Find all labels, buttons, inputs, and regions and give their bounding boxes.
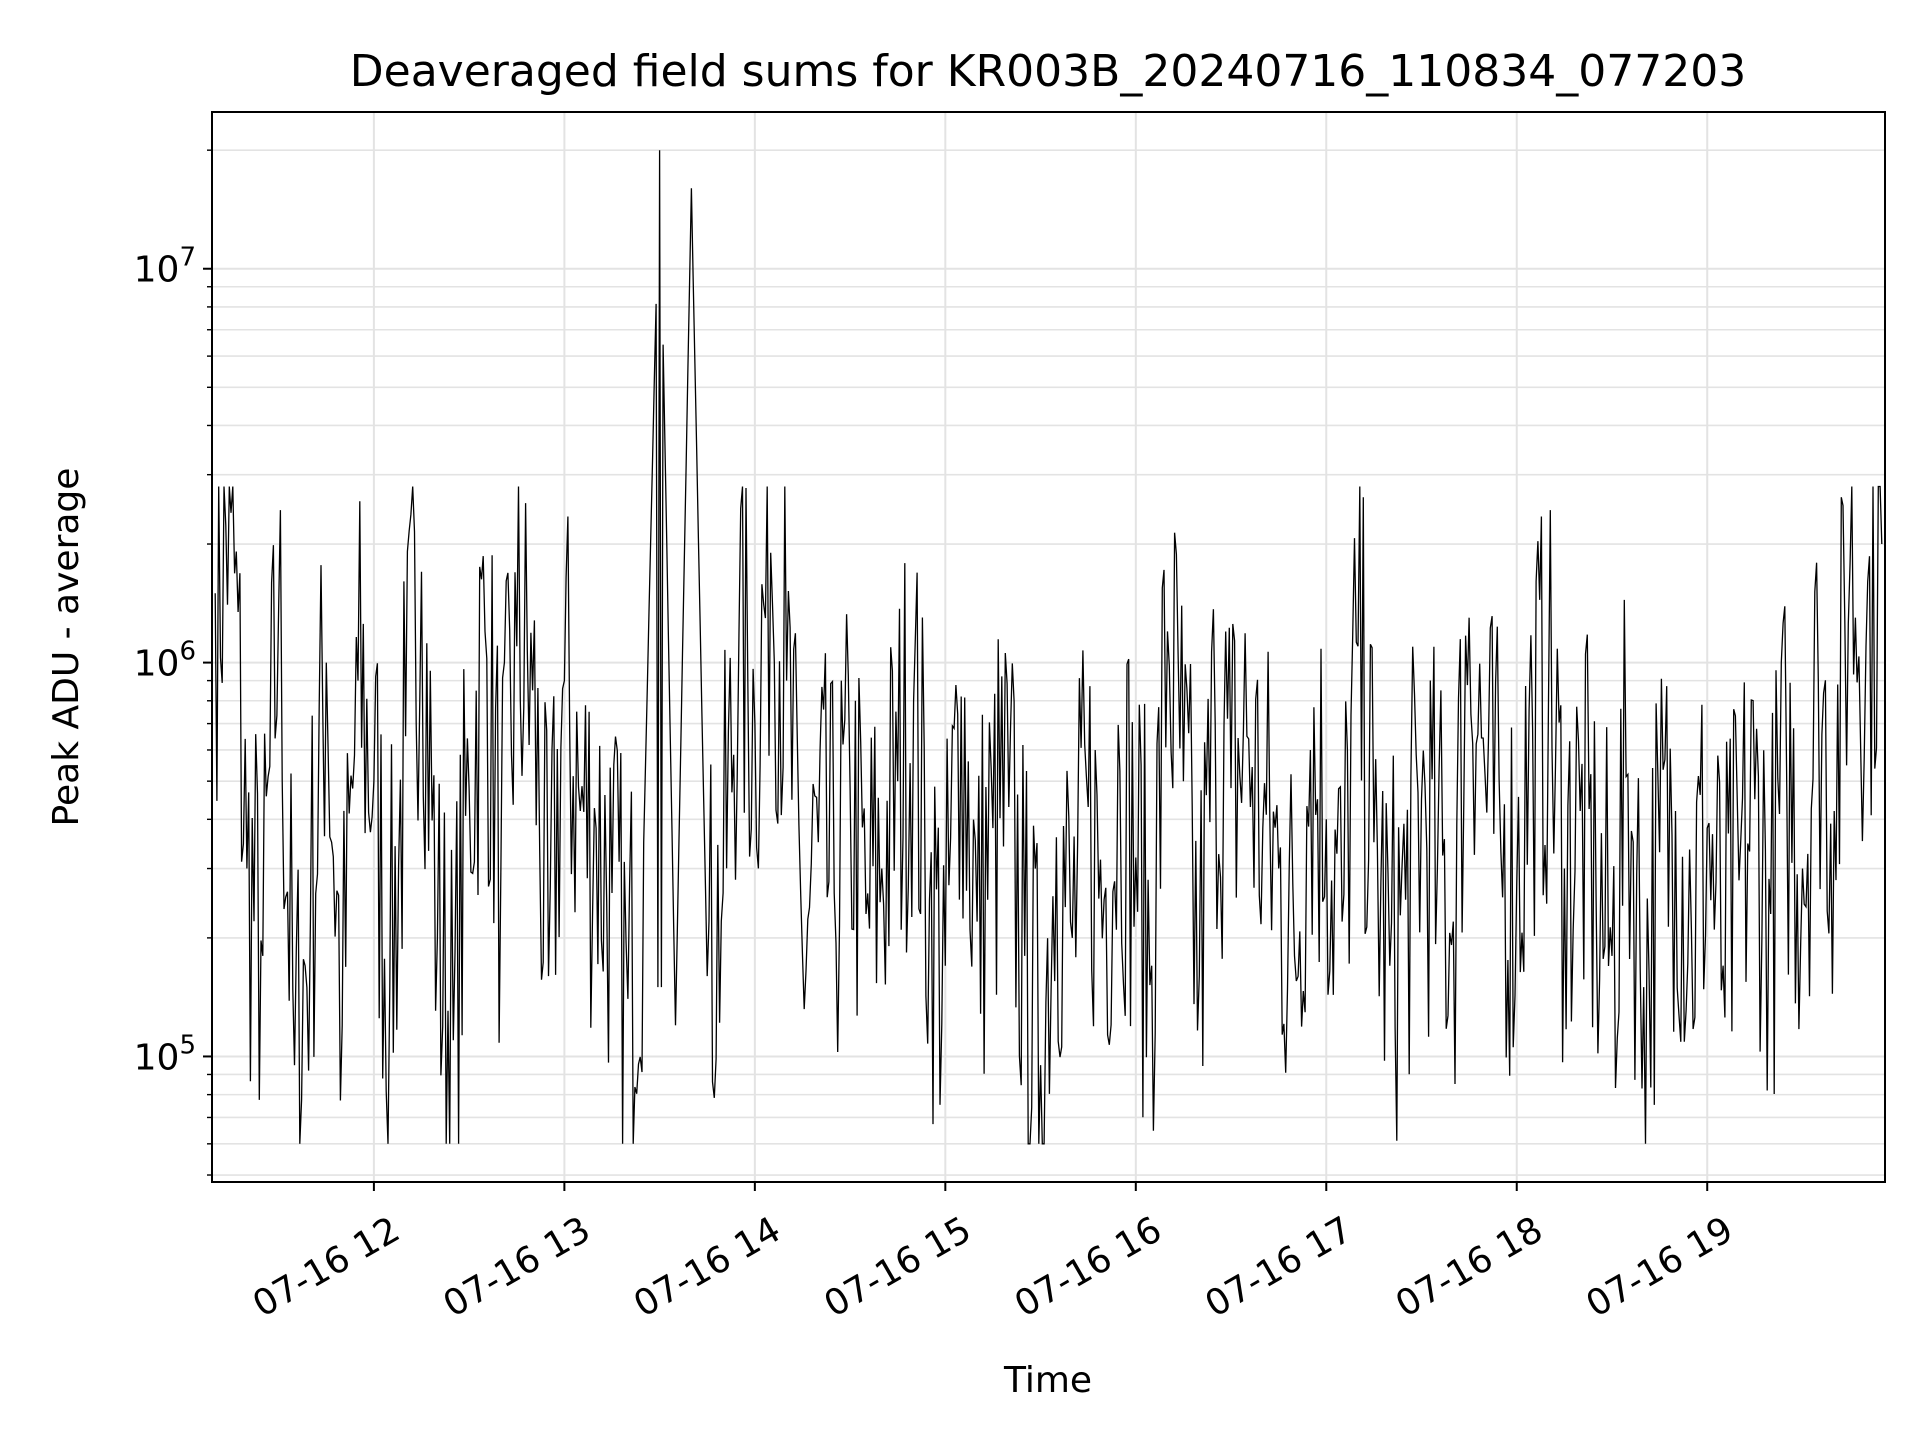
data-series: [214, 150, 1883, 1145]
y-axis-label: Peak ADU - average: [46, 468, 87, 827]
y-tick-label: 105: [134, 1030, 196, 1078]
chart-title: Deaveraged field sums for KR003B_2024071…: [350, 46, 1746, 97]
axis-ticks: [203, 149, 1709, 1191]
x-axis-label: Time: [1003, 1360, 1092, 1401]
series-line: [214, 150, 1883, 1145]
y-tick-labels: 105 106 107: [134, 243, 196, 1079]
y-tick-label: 107: [134, 243, 196, 291]
y-tick-label: 106: [134, 637, 196, 685]
plot-frame: [211, 111, 1886, 1183]
